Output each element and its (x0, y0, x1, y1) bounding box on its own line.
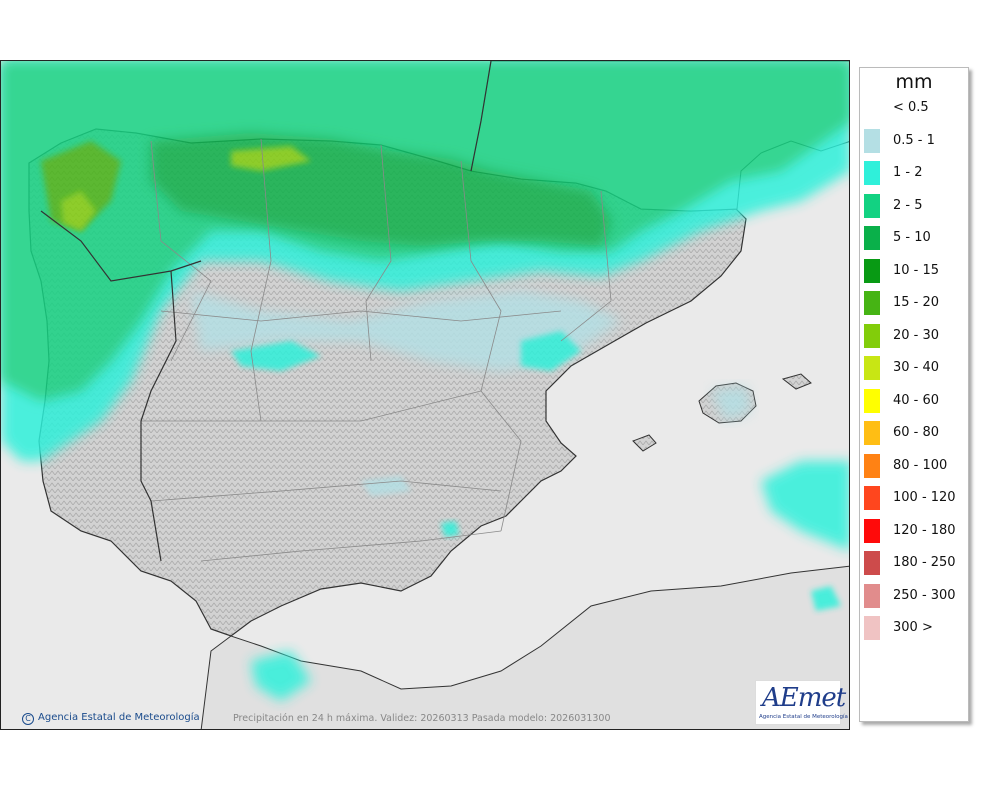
legend-item: < 0.5 (864, 96, 968, 120)
legend-item: 1 - 2 (864, 161, 968, 185)
country-borders (40, 61, 492, 562)
legend-item: 300 > (864, 616, 968, 640)
aemet-logo-text: AEmet (762, 683, 846, 713)
legend-item: 10 - 15 (864, 258, 968, 283)
menorca (781, 373, 812, 390)
legend-item: 250 - 300 (864, 583, 968, 608)
legend-label: 2 - 5 (893, 197, 923, 213)
legend-swatch (864, 323, 880, 348)
copyright-icon: C (22, 713, 34, 725)
legend-swatch (864, 128, 880, 153)
legend-label: 100 - 120 (893, 490, 956, 505)
legend-label: 5 - 10 (893, 230, 931, 245)
region-borders (141, 138, 612, 562)
legend-item: 60 - 80 (864, 421, 968, 445)
legend-swatch (864, 226, 880, 250)
legend-label: < 0.5 (893, 100, 929, 115)
legend-label: 40 - 60 (893, 392, 940, 408)
legend-item: 80 - 100 (864, 453, 968, 478)
legend-item: 2 - 5 (864, 193, 968, 218)
legend-label: 15 - 20 (893, 295, 940, 310)
legend-item: 100 - 120 (864, 486, 968, 510)
legend-swatch (864, 551, 880, 575)
legend-label: 30 - 40 (893, 360, 940, 375)
legend-swatch (864, 486, 880, 510)
legend-swatch (864, 453, 880, 478)
legend-swatch (864, 616, 880, 640)
legend-item: 20 - 30 (864, 323, 968, 348)
legend-item: 0.5 - 1 (864, 128, 968, 153)
legend-unit: mm (895, 71, 933, 93)
map-caption: Precipitación en 24 h máxima. Validez: 2… (233, 713, 611, 724)
legend: mm < 0.5 0.5 - 1 1 - 2 2 - 5 5 - 10 10 - 15 15… (859, 67, 969, 722)
legend-swatch (864, 583, 880, 608)
legend-item: 15 - 20 (864, 291, 968, 315)
legend-label: 1 - 2 (893, 165, 923, 180)
aemet-logo: AEmet Agencia Estatal de Meteorología (755, 680, 848, 725)
legend-swatch (864, 161, 880, 185)
legend-swatch (864, 518, 880, 543)
legend-item: 40 - 60 (864, 388, 968, 413)
legend-item: 120 - 180 (864, 518, 968, 543)
map-canvas (1, 61, 849, 729)
aemet-logo-subtitle: Agencia Estatal de Meteorología (759, 714, 848, 720)
legend-swatch (864, 258, 880, 283)
legend-label: 20 - 30 (893, 327, 940, 343)
legend-swatch (864, 421, 880, 445)
agency-credit[interactable]: C Agencia Estatal de Meteorología (22, 712, 200, 725)
legend-swatch (864, 356, 880, 380)
legend-label: 120 - 180 (893, 522, 956, 538)
legend-label: 180 - 250 (893, 555, 956, 570)
legend-swatch (864, 388, 880, 413)
ibiza (632, 434, 657, 452)
precipitation-map (0, 60, 850, 730)
legend-label: 250 - 300 (893, 587, 956, 603)
legend-swatch (864, 193, 880, 218)
legend-item: 5 - 10 (864, 226, 968, 250)
legend-label: 0.5 - 1 (893, 132, 935, 148)
legend-label: 10 - 15 (893, 262, 940, 278)
agency-credit-text: Agencia Estatal de Meteorología (38, 712, 200, 723)
legend-label: 300 > (893, 620, 933, 635)
legend-label: 60 - 80 (893, 425, 940, 440)
precipitation-overlay (1, 61, 849, 701)
legend-label: 80 - 100 (893, 457, 948, 473)
legend-swatch (864, 96, 880, 120)
legend-item: 180 - 250 (864, 551, 968, 575)
legend-swatch (864, 291, 880, 315)
legend-item: 30 - 40 (864, 356, 968, 380)
